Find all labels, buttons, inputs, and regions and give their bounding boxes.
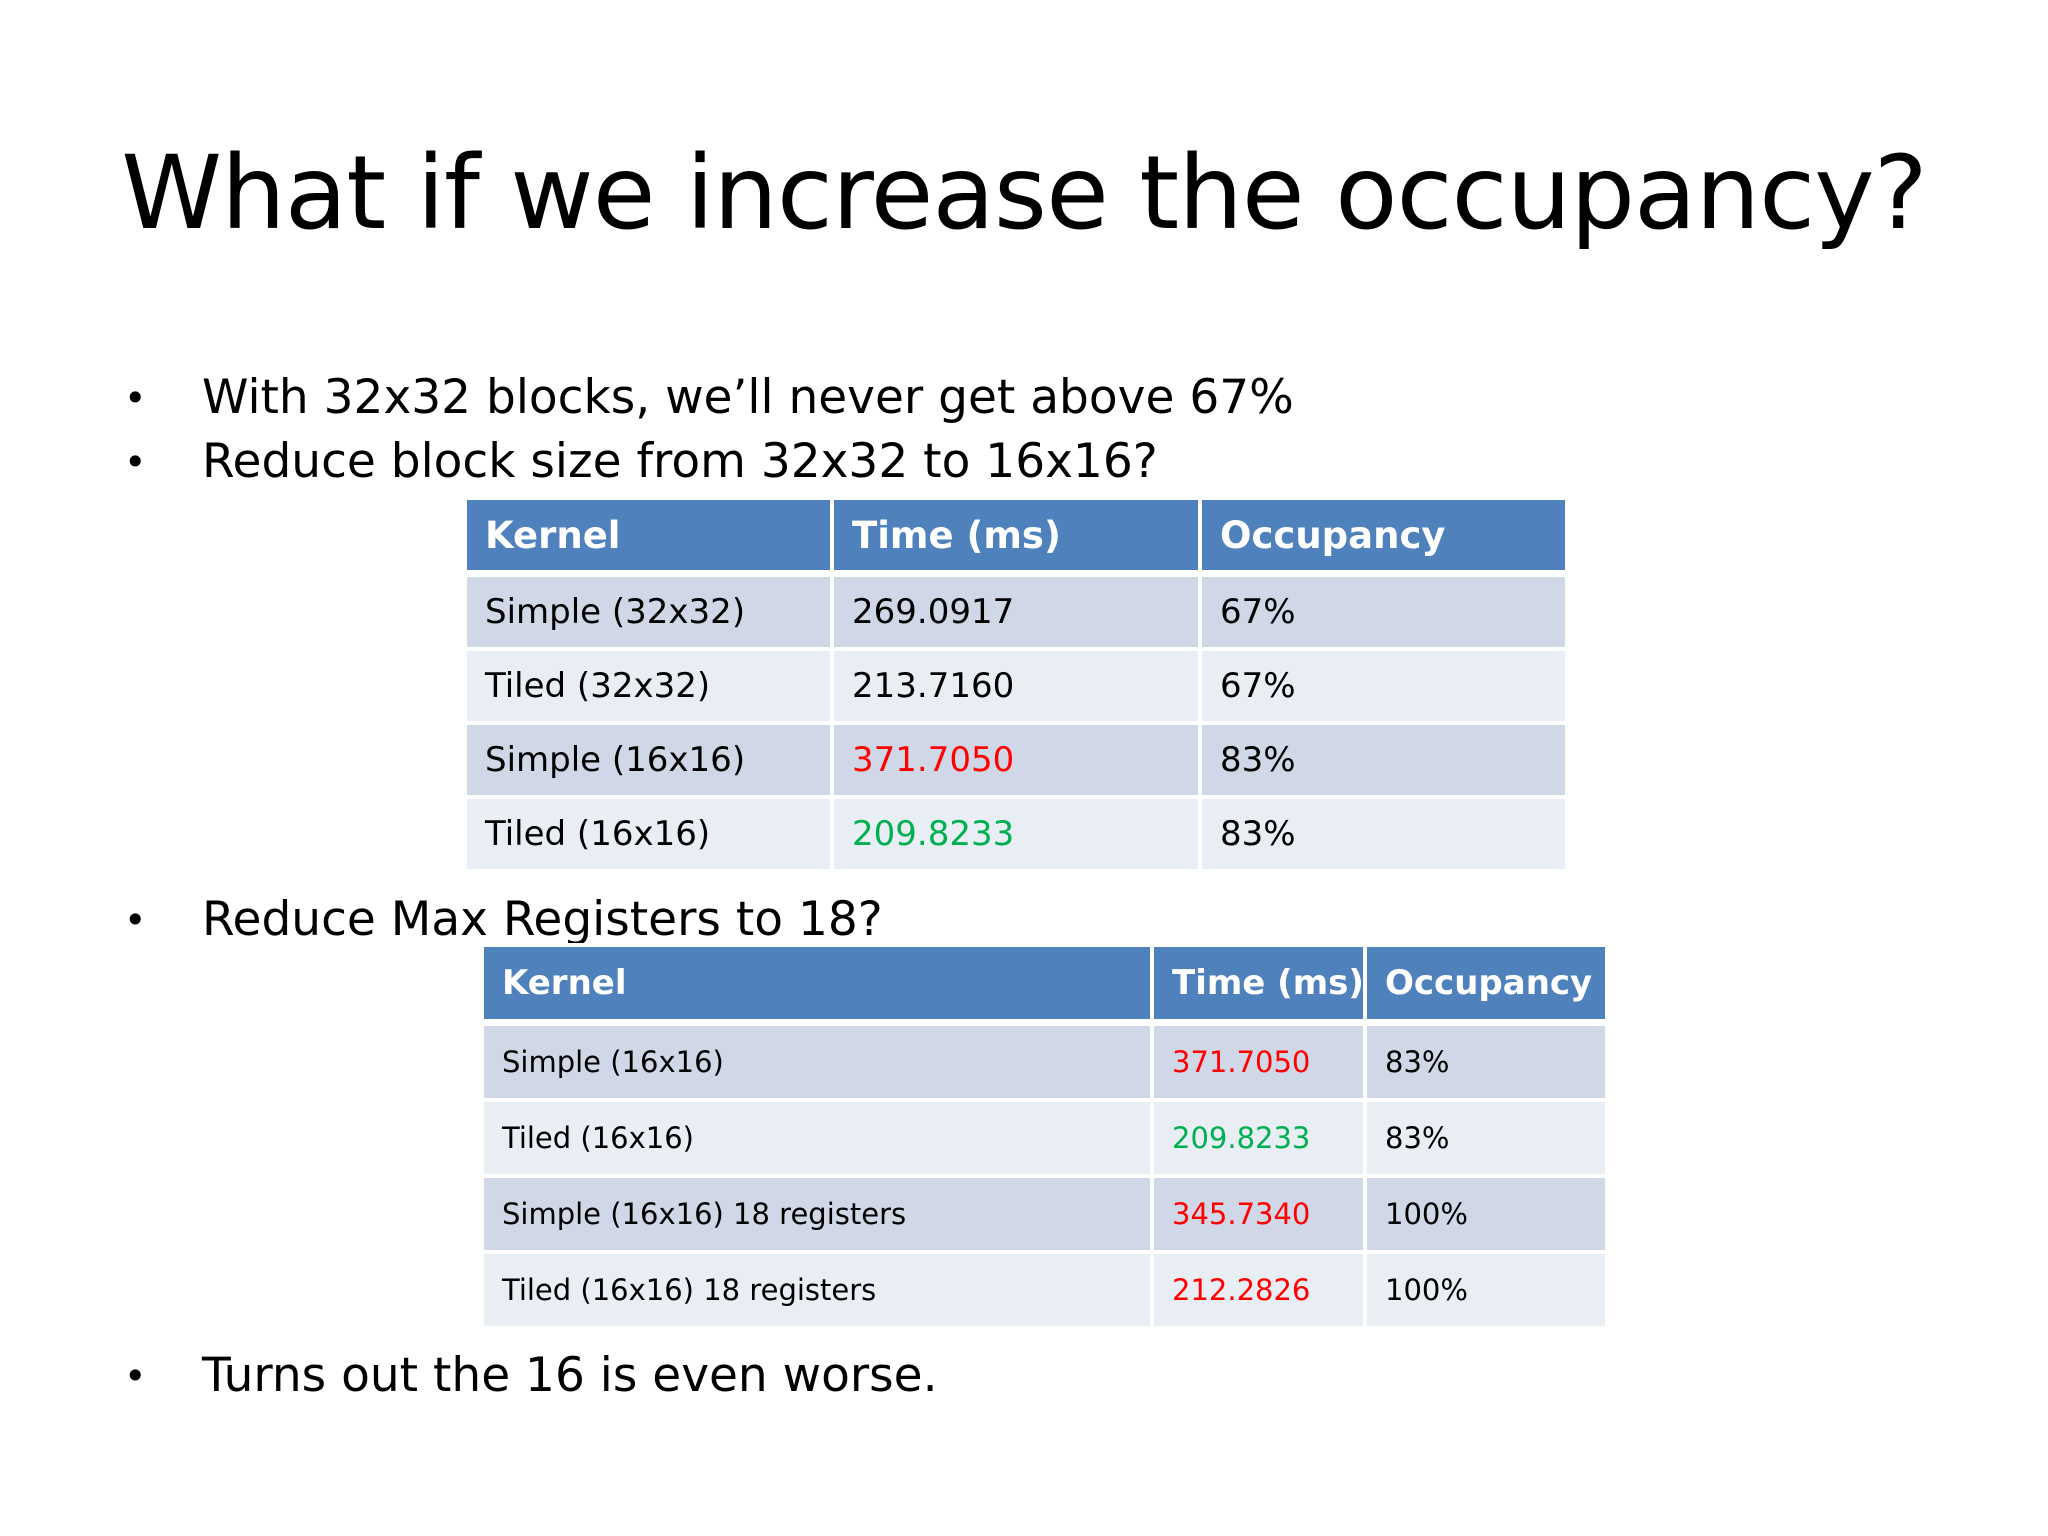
occupancy-cell: 83% xyxy=(1198,721,1569,799)
kernel-cell: Tiled (16x16) xyxy=(480,1098,1154,1178)
occupancy-cell: 83% xyxy=(1363,1020,1609,1102)
bullet-dot: • xyxy=(124,440,147,484)
header-kernel: Kernel xyxy=(463,496,834,577)
header-time: Time (ms) xyxy=(1150,943,1367,1026)
time-cell: 269.0917 xyxy=(830,571,1202,651)
bullet-text: Reduce block size from 32x32 to 16x16? xyxy=(202,434,1158,489)
bullet-item: • With 32x32 blocks, we’ll never get abov… xyxy=(124,368,1294,428)
bullet-text: Reduce Max Registers to 18? xyxy=(202,892,883,947)
header-occupancy: Occupancy xyxy=(1363,943,1609,1026)
table-row: Simple (16x16) 371.7050 83% xyxy=(480,1020,1609,1102)
occupancy-cell: 67% xyxy=(1198,647,1569,725)
table-row: Simple (16x16) 371.7050 83% xyxy=(463,721,1569,799)
kernel-cell: Simple (16x16) xyxy=(463,721,834,799)
occupancy-cell: 83% xyxy=(1363,1098,1609,1178)
bullet-dot: • xyxy=(124,1354,147,1398)
kernel-cell: Simple (32x32) xyxy=(463,571,834,651)
table-row: Tiled (16x16) 209.8233 83% xyxy=(463,795,1569,873)
block-size-table: Kernel Time (ms) Occupancy Simple (32x32… xyxy=(463,496,1569,873)
time-cell: 213.7160 xyxy=(830,647,1202,725)
bullet-text: Turns out the 16 is even worse. xyxy=(202,1348,938,1403)
kernel-cell: Tiled (32x32) xyxy=(463,647,834,725)
header-occupancy: Occupancy xyxy=(1198,496,1569,577)
bullet-item: • Reduce Max Registers to 18? xyxy=(124,890,883,950)
table-row: Tiled (32x32) 213.7160 67% xyxy=(463,647,1569,725)
kernel-cell: Simple (16x16) 18 registers xyxy=(480,1174,1154,1254)
table-header-row: Kernel Time (ms) Occupancy xyxy=(463,496,1569,577)
bullet-dot: • xyxy=(124,376,147,420)
kernel-cell: Simple (16x16) xyxy=(480,1020,1154,1102)
occupancy-cell: 100% xyxy=(1363,1250,1609,1330)
occupancy-cell: 67% xyxy=(1198,571,1569,651)
kernel-cell: Tiled (16x16) xyxy=(463,795,834,873)
slide-title: What if we increase the occupancy? xyxy=(121,134,1928,253)
header-kernel: Kernel xyxy=(480,943,1154,1026)
kernel-cell: Tiled (16x16) 18 registers xyxy=(480,1250,1154,1330)
occupancy-cell: 100% xyxy=(1363,1174,1609,1254)
time-cell-better: 209.8233 xyxy=(830,795,1202,873)
time-cell-worse: 345.7340 xyxy=(1150,1174,1367,1254)
time-cell-worse: 371.7050 xyxy=(1150,1020,1367,1102)
time-cell-worse: 371.7050 xyxy=(830,721,1202,799)
table-row: Tiled (16x16) 209.8233 83% xyxy=(480,1098,1609,1178)
table-row: Simple (32x32) 269.0917 67% xyxy=(463,571,1569,651)
max-registers-table: Kernel Time (ms) Occupancy Simple (16x16… xyxy=(480,943,1609,1330)
bullet-text: With 32x32 blocks, we’ll never get above… xyxy=(202,370,1294,425)
bullet-item: • Reduce block size from 32x32 to 16x16? xyxy=(124,432,1158,492)
table-header-row: Kernel Time (ms) Occupancy xyxy=(480,943,1609,1026)
bullet-dot: • xyxy=(124,898,147,942)
table-row: Tiled (16x16) 18 registers 212.2826 100% xyxy=(480,1250,1609,1330)
bullet-item: • Turns out the 16 is even worse. xyxy=(124,1346,938,1406)
occupancy-cell: 83% xyxy=(1198,795,1569,873)
time-cell-worse: 212.2826 xyxy=(1150,1250,1367,1330)
table-row: Simple (16x16) 18 registers 345.7340 100… xyxy=(480,1174,1609,1254)
time-cell-better: 209.8233 xyxy=(1150,1098,1367,1178)
header-time: Time (ms) xyxy=(830,496,1202,577)
